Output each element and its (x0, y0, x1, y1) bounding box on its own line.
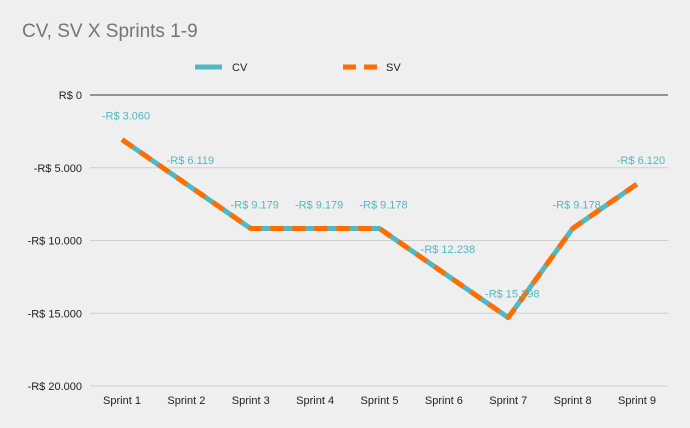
series-line-sv (120, 137, 639, 321)
data-label: -R$ 15.298 (485, 289, 539, 301)
data-label: -R$ 9.178 (359, 200, 407, 212)
legend-label-sv: SV (386, 62, 401, 74)
x-tick-label: Sprint 2 (167, 395, 205, 407)
x-tick-label: Sprint 1 (103, 395, 141, 407)
data-label: -R$ 6.120 (617, 155, 665, 167)
x-tick-label: Sprint 8 (554, 395, 592, 407)
x-tick-label: Sprint 4 (296, 395, 334, 407)
y-tick-label: R$ 0 (59, 90, 82, 102)
data-label: -R$ 9.179 (231, 200, 279, 212)
y-tick-label: -R$ 15.000 (28, 308, 82, 320)
x-tick-label: Sprint 7 (489, 395, 527, 407)
data-label: -R$ 9.178 (552, 200, 600, 212)
data-label: -R$ 6.119 (167, 155, 215, 167)
x-tick-label: Sprint 9 (618, 395, 656, 407)
data-label: -R$ 9.179 (295, 200, 343, 212)
data-label: -R$ 3.060 (102, 111, 150, 123)
x-tick-label: Sprint 5 (361, 395, 399, 407)
legend-label-cv: CV (232, 62, 248, 74)
x-tick-label: Sprint 6 (425, 395, 463, 407)
chart-title: CV, SV X Sprints 1-9 (22, 21, 198, 42)
y-tick-label: -R$ 20.000 (28, 381, 82, 393)
data-label: -R$ 12.238 (421, 244, 475, 256)
x-tick-label: Sprint 3 (232, 395, 270, 407)
y-tick-label: -R$ 10.000 (28, 236, 82, 248)
y-tick-label: -R$ 5.000 (34, 163, 82, 175)
